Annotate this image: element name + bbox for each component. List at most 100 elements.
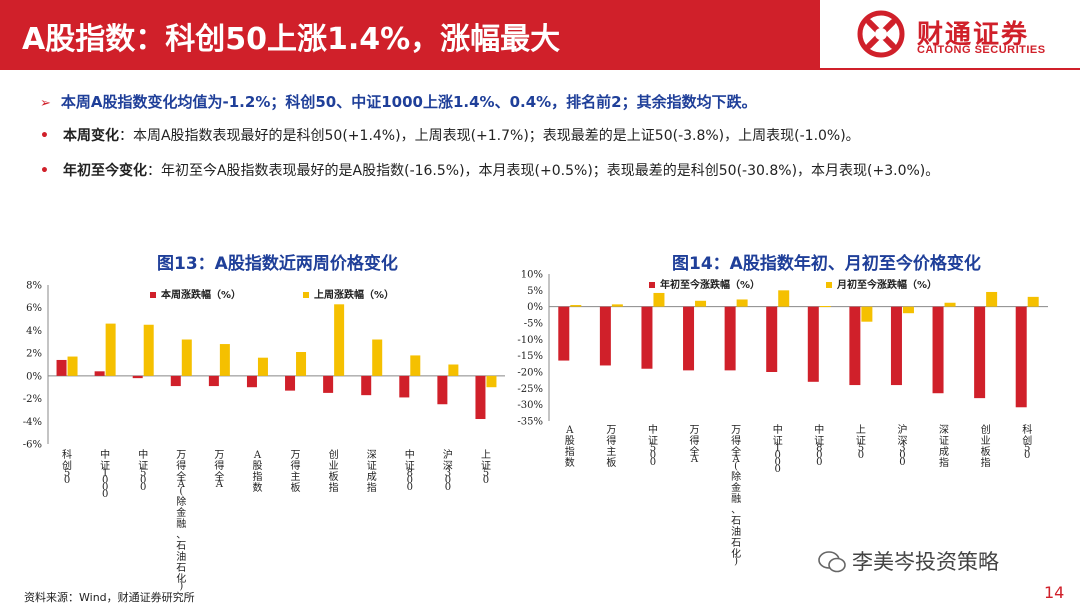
chart13-bar (372, 339, 383, 376)
chart14-bar (736, 299, 748, 307)
header-divider (0, 68, 1080, 70)
chart14-category-label: 深证成指 (939, 424, 949, 469)
summary-line: ➢ 本周A股指数变化均值为-1.2%；科创50、中证1000上涨1.4%、0.4%… (40, 91, 757, 112)
chart14-ytick-label: -10% (517, 335, 543, 346)
chart13-legend-label: 本周涨跌幅（%） (161, 288, 241, 301)
chart13-bar (410, 355, 421, 376)
chart14-ytick-label: -25% (517, 384, 543, 395)
chart14-bar (683, 306, 695, 371)
chart13-bar (105, 323, 116, 376)
chart14-bar (778, 290, 790, 307)
chart14-bar (1027, 296, 1039, 307)
title-band: A股指数：科创50上涨1.4%，涨幅最大 (0, 0, 820, 68)
chart14-ytick-label: -35% (517, 417, 543, 428)
page-title: A股指数：科创50上涨1.4%，涨幅最大 (22, 22, 561, 57)
header-bar: A股指数：科创50上涨1.4%，涨幅最大 财通证券 CAITONG SECURI… (0, 0, 1080, 68)
chart14-legend-swatch (826, 282, 832, 288)
chart13-bar (323, 375, 334, 393)
chart14-bar (819, 306, 831, 308)
bullet-dot-icon: • (40, 163, 49, 179)
chart14-bar (599, 306, 611, 366)
chart13-ytick-label: -6% (23, 440, 42, 451)
bullet-text: ：年初至今A股指数表现最好的是A股指数(-16.5%)，本月表现(+0.5%)；… (146, 163, 940, 179)
chart13-bar (219, 344, 230, 376)
chart14-category-label: 创业板指 (981, 423, 991, 469)
chart13-category-label: 上证 5 0 (481, 449, 491, 486)
chart14-category-label: 科创 5 0 (1022, 423, 1032, 461)
chart14-bar (902, 306, 914, 314)
chart13-bar (475, 375, 486, 420)
chart13-bar (67, 356, 78, 376)
chart13-category-label: 科创 5 0 (62, 448, 72, 486)
source-note: 资料来源：Wind，财通证券研究所 (24, 591, 195, 604)
chart13-bar (181, 339, 192, 376)
bullet-label: 年初至今变化 (62, 163, 147, 179)
chart14-bar (766, 306, 778, 372)
chart14-bar (558, 306, 570, 361)
bullet-ytd: • 年初至今变化：年初至今A股指数表现最好的是A股指数(-16.5%)，本月表现(… (40, 160, 939, 180)
chart14-title: 图14：A股指数年初、月初至今价格变化 (672, 254, 981, 274)
chart14-bar (986, 291, 998, 307)
chart13-ytick-label: -2% (23, 394, 42, 405)
chart13-bar (361, 375, 372, 396)
chart14-category-label: 万得全 A (690, 425, 700, 465)
chart13-bar (448, 364, 459, 376)
chart14-category-label: A 股指数 (565, 425, 575, 469)
chart13-bar (56, 359, 67, 376)
bullet-weekly: • 本周变化：本周A股指数表现最好的是科创50(+1.4%)，上周表现(+1.7%… (40, 125, 860, 145)
chart13-bar (257, 357, 268, 376)
chart13-category-label: 中证 8 0 0 (405, 448, 415, 493)
chart13-bar (132, 375, 143, 379)
chart13-ytick-label: 2% (26, 349, 42, 360)
chart13-category-label: 中证 5 0 0 (138, 448, 148, 493)
chart14-ytick-label: -15% (517, 351, 543, 362)
chart14-category-label: 中证 8 0 0 (814, 423, 824, 468)
chart13-bar (170, 375, 181, 387)
chart13-bar (246, 375, 257, 388)
chart13-legend-swatch (303, 292, 309, 298)
arrow-bullet-icon: ➢ (40, 96, 51, 111)
chart14-bar (695, 300, 707, 307)
chart14-bar (932, 306, 944, 394)
chart13-legend-label: 上周涨跌幅（%） (314, 288, 394, 301)
chart13-category-label: 深证成指 (367, 449, 377, 494)
chart14-bar (570, 305, 582, 307)
chart14-bar (944, 302, 956, 307)
chart14-legend-label: 月初至今涨跌幅（%） (836, 278, 937, 291)
chart14-bar (807, 306, 819, 382)
chart14-bar (974, 306, 986, 399)
chart13-category-label: 沪深 3 0 0 (443, 448, 453, 493)
chart14-bar (724, 306, 736, 371)
chart13-category-label: 中证 1 0 0 0 (100, 448, 110, 500)
chart14-ytick-label: 0% (527, 302, 543, 313)
wechat-icon (818, 551, 846, 573)
chart13-category-label: A 股指数 (252, 450, 262, 494)
chart14-legend-swatch (649, 282, 655, 288)
chart14-ytick-label: -20% (517, 368, 543, 379)
logo-en: CAITONG SECURITIES (917, 44, 1046, 56)
chart13-bar (437, 375, 448, 405)
chart14-category-label: 上证 5 0 (856, 424, 866, 461)
chart13-category-label: 创业板指 (329, 448, 339, 494)
chart14-bar (653, 292, 665, 307)
logo-cn: 财通证券 (917, 20, 1030, 50)
chart13-ytick-label: 4% (26, 326, 42, 337)
chart14-category-label: 中证 5 0 0 (648, 423, 658, 468)
summary-text: 本周A股指数变化均值为-1.2%；科创50、中证1000上涨1.4%、0.4%，… (60, 93, 757, 111)
chart14-category-label: 中证 1 0 0 0 (773, 423, 783, 475)
chart13-legend-swatch (150, 292, 156, 298)
wechat-watermark: 李美岑投资策略 (818, 546, 999, 576)
page-number: 14 (1044, 583, 1065, 602)
chart13-bar (94, 371, 105, 376)
chart14-bar (861, 306, 873, 322)
chart14-bar (890, 306, 902, 386)
chart14-category-label: 万得全 A (除金融、石油石化) (731, 425, 741, 567)
chart13-bar (296, 352, 307, 376)
chart14-legend-label: 年初至今涨跌幅（%） (660, 278, 760, 291)
caitong-logo-icon (857, 10, 905, 58)
chart14-category-label: 万得主板 (606, 425, 616, 469)
chart14-ytick-label: -5% (524, 319, 543, 330)
chart13-ytick-label: 8% (26, 281, 42, 292)
